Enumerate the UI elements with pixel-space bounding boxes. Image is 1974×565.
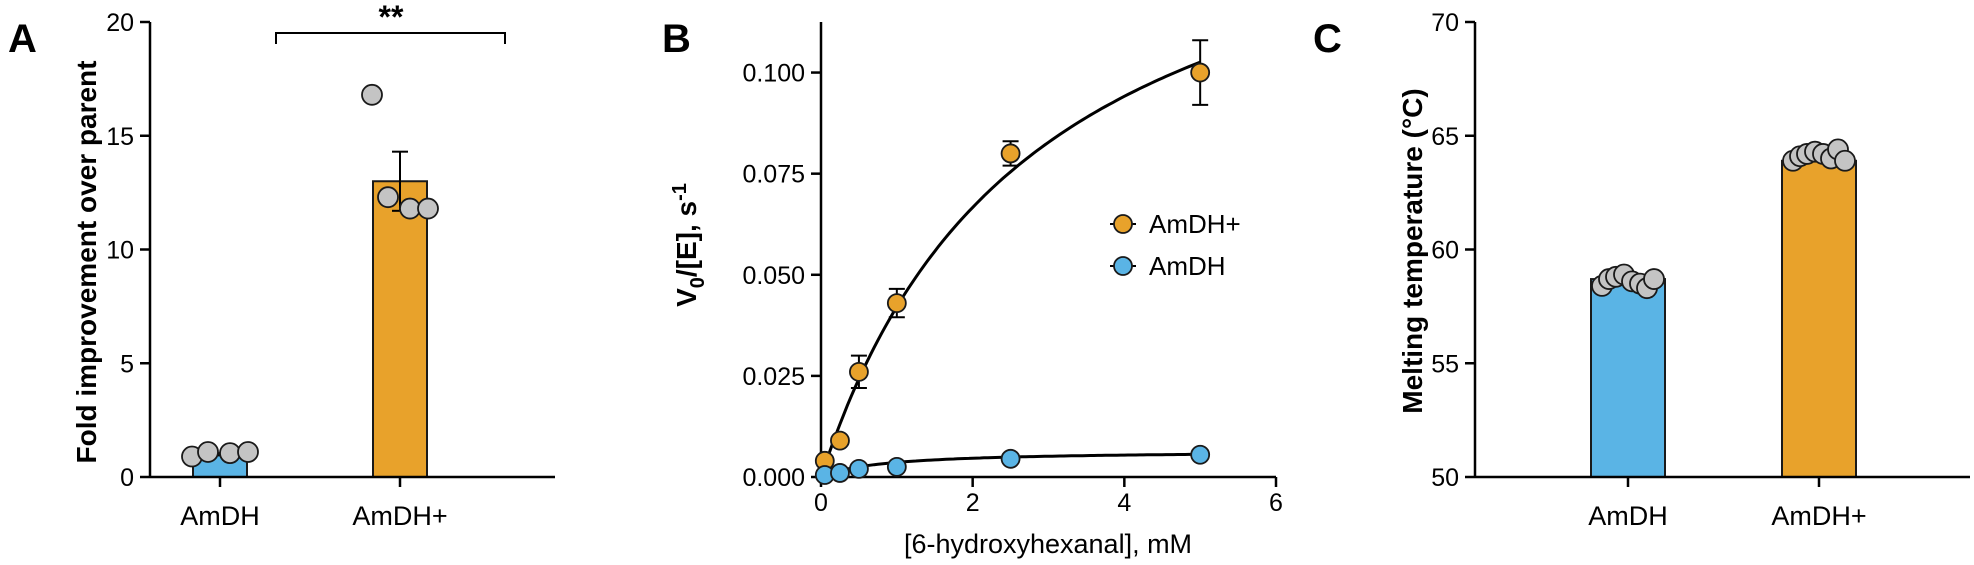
panel-b-x-title: [6-hydroxyhexanal], mM bbox=[904, 529, 1192, 559]
bar bbox=[1590, 278, 1666, 479]
panel-b-fit-curves bbox=[819, 60, 1201, 479]
x-tick-label: 0 bbox=[814, 489, 828, 517]
replicate-point bbox=[417, 197, 439, 220]
y-tick-label: 65 bbox=[1431, 123, 1459, 151]
replicate-point bbox=[237, 441, 259, 463]
panel-b-points bbox=[814, 39, 1211, 485]
panel-a-letter: A bbox=[8, 17, 37, 61]
data-point bbox=[886, 456, 907, 477]
panel-c-y-axis: 50 55 60 65 70 bbox=[1431, 9, 1475, 492]
replicate-point bbox=[219, 442, 241, 465]
panel-c-bars bbox=[1590, 138, 1857, 479]
data-point bbox=[830, 463, 850, 483]
panel-c-letter: C bbox=[1313, 17, 1342, 61]
category-label: AmDH+ bbox=[1771, 501, 1866, 531]
category-label: AmDH bbox=[1588, 501, 1668, 531]
y-tick-label: 0 bbox=[120, 464, 134, 492]
legend-label: AmDH bbox=[1149, 251, 1226, 281]
data-point bbox=[849, 459, 869, 479]
replicate-point bbox=[1834, 149, 1856, 172]
panel-b-legend: AmDH+ AmDH bbox=[1110, 209, 1241, 281]
panel-a-bars bbox=[181, 83, 439, 478]
panel-a-significance: ** bbox=[275, 0, 506, 44]
y-tick-label: 70 bbox=[1431, 9, 1459, 37]
y-tick-label: 15 bbox=[106, 123, 134, 151]
y-tick-label: 60 bbox=[1431, 237, 1459, 265]
panel-a-x-axis: AmDH AmDH+ bbox=[180, 477, 448, 531]
panel-b-y-title: V0/[E], s-1 bbox=[669, 183, 709, 307]
legend-label: AmDH+ bbox=[1149, 209, 1241, 239]
y-tick-label: 5 bbox=[120, 350, 134, 378]
replicate-point bbox=[399, 197, 421, 220]
panel-c: C Melting temperature (°C) 50 55 60 65 70 Am… bbox=[1313, 9, 1970, 531]
replicate-point bbox=[197, 441, 219, 463]
panel-b-y-axis: 0.000 0.025 0.050 0.075 0.100 bbox=[742, 60, 821, 492]
y-tick-label: 0.050 bbox=[742, 262, 805, 290]
data-point bbox=[1000, 448, 1021, 469]
data-point bbox=[886, 293, 907, 313]
legend-marker bbox=[1113, 214, 1133, 234]
panel-a: A Fold improvement over parent 05101520 … bbox=[8, 0, 555, 531]
data-point bbox=[1000, 143, 1021, 164]
panel-b: B V0/[E], s-1 0.0000.0250.0500.0750.100 … bbox=[662, 17, 1283, 559]
data-point bbox=[830, 430, 850, 451]
x-tick-label: 4 bbox=[1117, 489, 1131, 517]
panel-b-letter: B bbox=[662, 17, 691, 61]
y-tick-label: 0.075 bbox=[742, 161, 805, 189]
panel-a-y-title: Fold improvement over parent bbox=[71, 61, 102, 464]
y-tick-label: 0.000 bbox=[742, 464, 805, 492]
y-tick-label: 55 bbox=[1431, 350, 1459, 378]
legend-marker bbox=[1113, 256, 1133, 276]
fit-curve bbox=[819, 60, 1201, 478]
significance-bracket bbox=[275, 32, 506, 44]
replicate-point bbox=[361, 83, 383, 106]
significance-label: ** bbox=[379, 0, 404, 35]
bar bbox=[372, 180, 428, 478]
replicate-point bbox=[377, 186, 399, 209]
x-tick-label: 6 bbox=[1269, 489, 1283, 517]
x-tick-label: 2 bbox=[966, 489, 980, 517]
panel-c-y-title: Melting temperature (°C) bbox=[1397, 88, 1428, 413]
bar bbox=[1781, 159, 1857, 478]
panel-c-x-axis: AmDH AmDH+ bbox=[1588, 477, 1867, 531]
category-label: AmDH bbox=[180, 501, 260, 531]
panel-a-y-axis: 0 5 10 15 20 bbox=[106, 9, 150, 492]
y-tick-label: 10 bbox=[106, 237, 134, 265]
y-tick-label: 20 bbox=[106, 9, 134, 37]
y-tick-label: 0.025 bbox=[742, 363, 805, 391]
replicate-point bbox=[1643, 268, 1665, 290]
panel-b-x-axis: 0 2 4 6 bbox=[814, 477, 1283, 517]
data-point bbox=[849, 361, 869, 382]
y-tick-label: 50 bbox=[1431, 464, 1459, 492]
category-label: AmDH+ bbox=[352, 501, 447, 531]
data-point bbox=[1190, 62, 1211, 83]
y-tick-label: 0.100 bbox=[742, 60, 805, 88]
data-point bbox=[1190, 444, 1211, 465]
